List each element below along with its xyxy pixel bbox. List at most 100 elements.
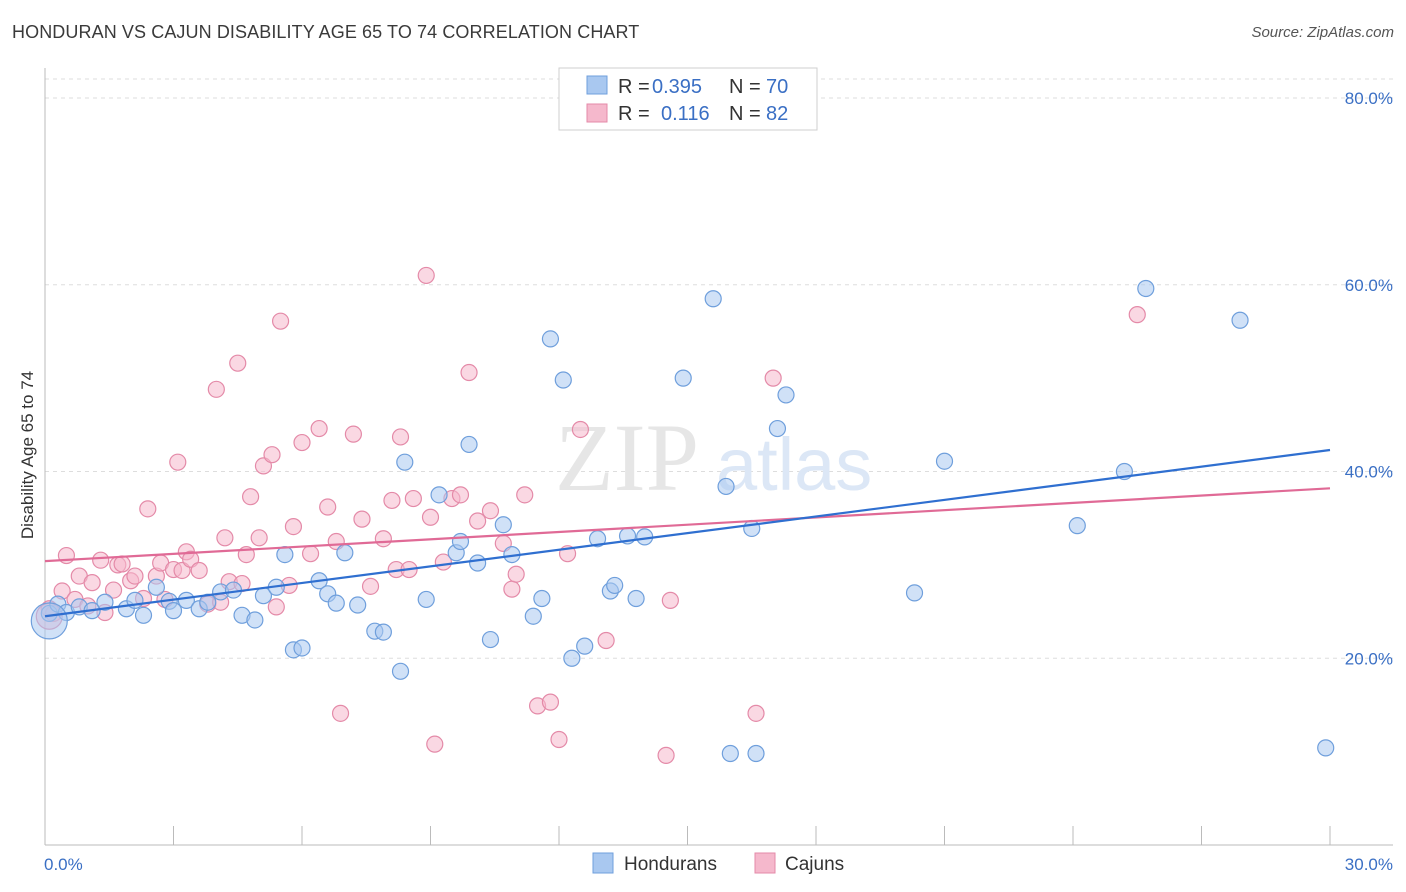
hondurans-point <box>451 532 470 551</box>
hondurans-point <box>743 519 761 538</box>
grid-lines <box>45 78 1393 659</box>
hondurans-point <box>554 371 572 389</box>
y-tick-labels: 20.0% 40.0% 60.0% 80.0% <box>1345 89 1393 668</box>
chart-source: Source: ZipAtlas.com <box>1251 24 1394 41</box>
cajuns-point <box>469 512 487 530</box>
cajuns-point <box>541 693 560 711</box>
hondurans-points <box>30 279 1335 763</box>
y-axis-label: Disability Age 65 to 74 <box>18 371 37 539</box>
cajuns-point <box>242 488 260 506</box>
hondurans-point <box>134 606 153 624</box>
cajuns-point <box>319 498 337 516</box>
legend-r-value-1: 0.395 <box>652 76 702 98</box>
hondurans-point <box>336 544 354 562</box>
cajuns-point <box>426 735 444 753</box>
cajuns-point <box>661 591 679 609</box>
cajuns-point <box>391 428 410 446</box>
cajuns-point <box>92 551 110 569</box>
y-tick-label: 60.0% <box>1345 276 1393 295</box>
hondurans-point <box>541 330 560 348</box>
cajuns-point <box>516 486 534 504</box>
x-tick-label-max: 30.0% <box>1345 855 1393 874</box>
cajuns-point <box>404 489 422 508</box>
x-tick-label-min: 0.0% <box>44 855 83 874</box>
hondurans-point <box>417 590 435 609</box>
watermark-atlas: atlas <box>716 423 872 506</box>
cajuns-point <box>331 704 350 722</box>
cajuns-point <box>571 420 590 439</box>
cajuns-point <box>83 574 101 592</box>
cajuns-point <box>139 500 157 518</box>
hondurans-point <box>905 584 924 602</box>
hondurans-point <box>1137 279 1155 298</box>
hondurans-point <box>768 419 787 438</box>
axes <box>44 68 1393 846</box>
hondurans-point <box>374 623 392 641</box>
hondurans-point <box>1231 311 1249 329</box>
hondurans-point <box>30 602 68 640</box>
cajuns-point <box>421 508 440 526</box>
legend-n-value-1: 70 <box>766 76 788 98</box>
hondurans-point <box>327 594 345 612</box>
hondurans-point <box>533 589 551 608</box>
legend-r-label-2: R = <box>618 103 650 125</box>
y-tick-label: 80.0% <box>1345 89 1393 108</box>
cajuns-point <box>460 363 478 382</box>
hondurans-point <box>460 435 478 454</box>
bottom-swatch-cajuns <box>754 852 776 874</box>
legend-n-label-1: N = <box>729 76 761 98</box>
hondurans-point <box>494 516 512 534</box>
hondurans-point <box>576 637 594 655</box>
cajuns-point <box>293 433 311 452</box>
cajuns-point <box>267 598 285 616</box>
hondurans-point <box>391 662 410 680</box>
cajuns-point <box>113 555 131 573</box>
hondurans-point <box>627 589 645 608</box>
trend-lines <box>44 448 1331 618</box>
cajuns-point <box>383 491 401 510</box>
cajuns-point <box>503 580 521 598</box>
cajuns-point <box>361 577 380 595</box>
cajuns-point <box>216 529 234 547</box>
cajuns-point <box>374 530 392 548</box>
legend-r-label-1: R = <box>618 76 650 98</box>
hondurans-point <box>293 639 311 657</box>
cajuns-point <box>550 730 568 749</box>
bottom-swatch-hondurans <box>592 852 614 874</box>
cajuns-point <box>417 266 435 285</box>
hondurans-point <box>469 554 487 572</box>
cajuns-point <box>507 565 525 583</box>
hondurans-point <box>164 602 183 620</box>
hondurans-point <box>349 596 367 614</box>
legend-swatch-hondurans <box>586 75 608 95</box>
hondurans-point <box>704 290 722 308</box>
cajuns-point <box>344 425 362 443</box>
cajuns-point <box>190 561 208 580</box>
hondurans-point <box>747 744 765 763</box>
chart-title: HONDURAN VS CAJUN DISABILITY AGE 65 TO 7… <box>12 22 640 42</box>
hondurans-trend-line <box>44 448 1331 618</box>
legend-n-value-2: 82 <box>766 103 788 125</box>
hondurans-point <box>246 611 264 629</box>
hondurans-point <box>276 546 294 564</box>
hondurans-point <box>674 369 692 387</box>
hondurans-point <box>396 453 414 471</box>
watermark-zip: ZIP <box>555 404 699 511</box>
cajuns-point <box>597 631 615 650</box>
cajuns-point <box>764 369 782 387</box>
hondurans-point <box>481 630 500 649</box>
hondurans-point <box>721 744 739 763</box>
y-tick-label: 40.0% <box>1345 463 1393 482</box>
y-tick-label: 20.0% <box>1345 649 1393 668</box>
cajuns-point <box>250 529 268 547</box>
cajuns-point <box>263 446 281 464</box>
cajuns-point <box>481 502 500 520</box>
cajuns-point <box>747 704 765 722</box>
cajuns-trend-line <box>44 487 1331 563</box>
cajuns-points <box>35 266 1146 764</box>
hondurans-point <box>96 593 114 611</box>
cajuns-point <box>271 312 290 330</box>
legend-r-value-2: 0.116 <box>661 103 710 125</box>
hondurans-point <box>147 578 165 596</box>
